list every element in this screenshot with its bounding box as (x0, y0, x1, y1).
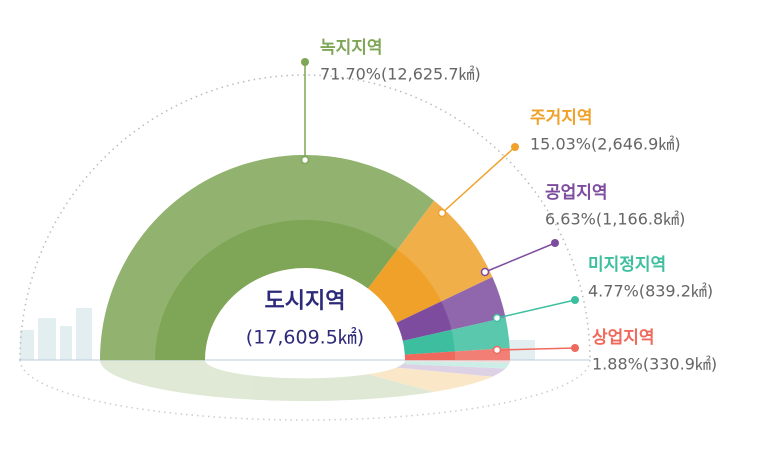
pie-slice (100, 154, 435, 360)
category-label: 미지정지역 (588, 255, 666, 275)
leader-dot (551, 239, 559, 247)
value-label: 1.88%(330.9㎢) (592, 355, 717, 374)
center-title: 도시지역 (265, 289, 346, 314)
pie-slice (396, 276, 506, 341)
category-label: 녹지지역 (320, 38, 383, 58)
labels: 녹지지역 71.70%(12,625.7㎢) 주거지역 15.03%(2,646.9㎢… (300, 38, 717, 374)
slice-reflection (396, 363, 506, 377)
leader-dot (511, 143, 519, 151)
value-label: 15.03%(2,646.9㎢) (530, 135, 681, 154)
leader-end (492, 345, 502, 355)
value-label: 6.63%(1,166.8㎢) (545, 210, 685, 229)
category-label: 주거지역 (530, 108, 593, 128)
leader-line (496, 347, 576, 351)
slice-reflection (404, 360, 510, 363)
leader-line (441, 146, 516, 214)
leader-end (492, 313, 502, 323)
category-label: 공업지역 (545, 183, 608, 203)
slice-reflection (402, 361, 510, 369)
value-label: 4.77%(839.2㎢) (588, 282, 713, 301)
category-label: 상업지역 (592, 328, 655, 348)
pie-slice (402, 317, 510, 355)
leader-line (496, 299, 576, 319)
leader-dot (571, 296, 579, 304)
pie-slice (404, 347, 510, 360)
value-label: 71.70%(12,625.7㎢) (320, 65, 481, 84)
slice-reflection (367, 367, 493, 392)
leader-end (480, 267, 490, 277)
pie-slice (367, 200, 493, 323)
leader-dot (571, 344, 579, 352)
ring-highlight (100, 155, 510, 360)
reflection (100, 360, 510, 401)
leader-line (484, 242, 556, 273)
center-label: (17,609.5㎢) (246, 326, 364, 349)
leader-end (300, 155, 310, 165)
slice-reflection (100, 360, 435, 401)
leader-end (437, 208, 447, 218)
leader-dot (301, 58, 309, 66)
pie (100, 154, 510, 360)
